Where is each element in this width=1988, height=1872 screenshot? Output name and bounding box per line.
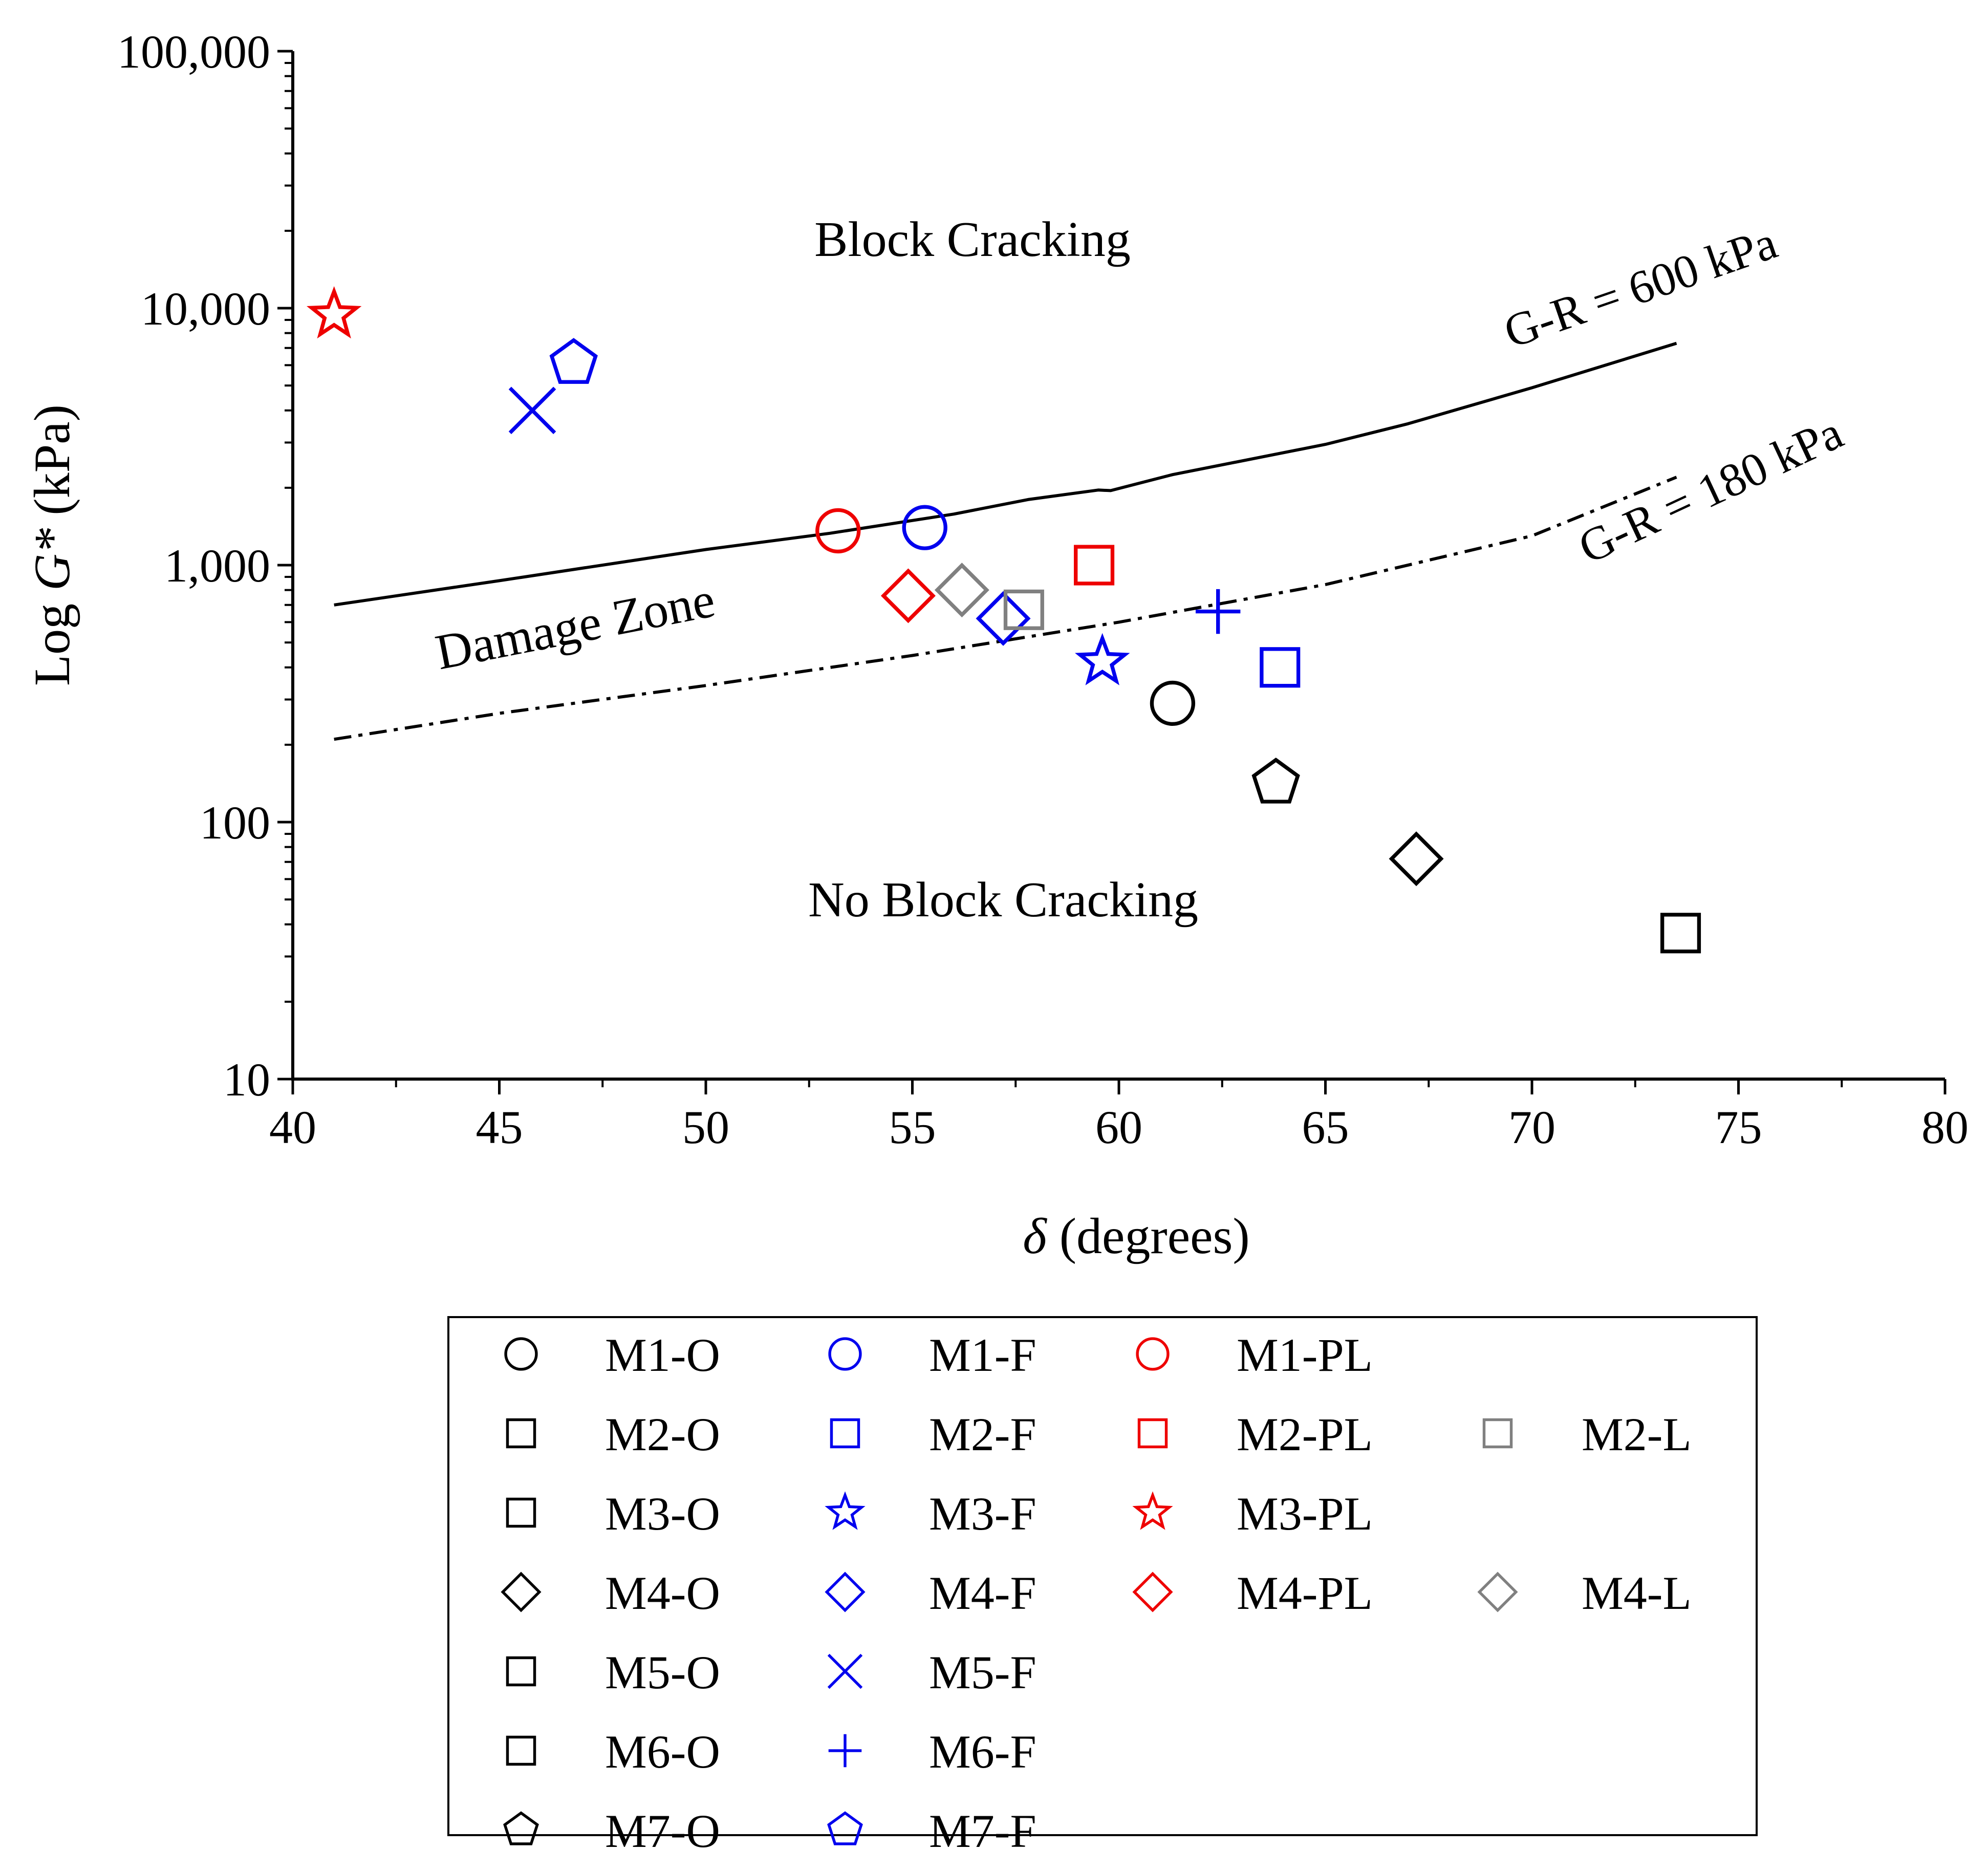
point-m4-l: [934, 563, 989, 618]
legend-marker-m3-o: [506, 1497, 536, 1528]
point-m2-l: [1003, 589, 1044, 630]
legend-marker-m5-f: [827, 1653, 863, 1689]
x-tick-label: 55: [889, 1101, 936, 1153]
legend: M1-O M2-O M3-O M4-O M5-O M6-O M7-O M1-F M2-F M3-F…: [447, 1316, 1758, 1857]
legend-label-m4-pl: M4-PL: [1237, 1567, 1373, 1619]
y-axis-symbol: G*: [24, 528, 80, 591]
legend-marker-m4-f: [825, 1572, 866, 1612]
y-axis-suffix: (kPa): [24, 404, 80, 528]
y-tick-label: 1,000: [164, 540, 270, 592]
y-ticks: 10 100 1,000 10,000 100,000: [117, 26, 293, 1106]
point-m1-f: [902, 505, 947, 550]
legend-label-m5-f: M5-F: [929, 1646, 1036, 1698]
x-axis-symbol: δ: [1023, 1208, 1047, 1264]
legend-label-m5-o: M5-O: [605, 1646, 720, 1698]
legend-label-m7-o: M7-O: [605, 1805, 720, 1857]
point-m1-pl: [815, 508, 861, 554]
y-axis-title: Log G* (kPa): [24, 404, 80, 686]
point-m4-pl: [880, 568, 936, 623]
legend-label-m1-pl: M1-PL: [1237, 1329, 1373, 1381]
legend-marker-m7-f: [827, 1811, 863, 1845]
point-m2-o: [1660, 913, 1701, 954]
legend-label-m1-f: M1-F: [929, 1329, 1036, 1381]
y-axis-prefix: Log: [24, 591, 80, 686]
legend-marker-m2-f: [830, 1418, 860, 1449]
legend-label-m2-f: M2-F: [929, 1408, 1036, 1460]
y-tick-label: 10: [223, 1053, 270, 1106]
y-tick-label: 100,000: [117, 26, 270, 78]
legend-marker-m3-f: [825, 1491, 866, 1530]
region-label-block-cracking: Block Cracking: [814, 212, 1131, 267]
legend-label-m2-o: M2-O: [605, 1408, 720, 1460]
point-m5-f: [508, 386, 556, 435]
x-axis-title: δ (degrees): [1023, 1208, 1249, 1264]
legend-marker-m5-o: [506, 1656, 536, 1687]
legend-label-m2-pl: M2-PL: [1237, 1408, 1373, 1460]
x-tick-label: 45: [476, 1101, 523, 1153]
legend-marker-m4-o: [501, 1572, 542, 1612]
curve-gr-180: [334, 476, 1677, 741]
legend-marker-m4-pl: [1132, 1572, 1173, 1612]
legend-label-m3-pl: M3-PL: [1237, 1488, 1373, 1540]
legend-label-m6-f: M6-F: [929, 1726, 1036, 1778]
reference-curves: [334, 341, 1677, 741]
x-ticks: 40 45 50 55 60 65 70 75 80: [269, 1079, 1969, 1153]
legend-marker-m1-o: [504, 1337, 538, 1371]
x-tick-label: 60: [1095, 1101, 1142, 1153]
x-tick-label: 80: [1921, 1101, 1969, 1153]
y-tick-label: 10,000: [141, 283, 270, 335]
x-tick-label: 75: [1715, 1101, 1762, 1153]
y-tick-label: 100: [200, 797, 270, 849]
legend-marker-m1-pl: [1136, 1337, 1170, 1371]
legend-label-m4-l: M4-L: [1582, 1567, 1692, 1619]
legend-marker-m4-l: [1477, 1572, 1518, 1612]
point-m3-pl: [307, 286, 362, 339]
x-tick-label: 65: [1302, 1101, 1349, 1153]
x-tick-label: 40: [269, 1101, 316, 1153]
legend-marker-m1-f: [828, 1337, 862, 1371]
legend-label-m4-o: M4-O: [605, 1567, 720, 1619]
point-m1-o: [1150, 680, 1196, 726]
x-tick-label: 70: [1508, 1101, 1555, 1153]
legend-label-m3-o: M3-O: [605, 1488, 720, 1540]
legend-marker-m6-o: [506, 1735, 536, 1766]
point-m3-f: [1075, 633, 1130, 685]
legend-marker-m7-o: [503, 1811, 539, 1845]
legend-label-m7-f: M7-F: [929, 1805, 1036, 1857]
legend-label-m3-f: M3-F: [929, 1488, 1036, 1540]
point-m2-f: [1260, 647, 1301, 688]
legend-label-m4-f: M4-F: [929, 1567, 1036, 1619]
legend-marker-m2-o: [506, 1418, 536, 1449]
point-m4-f: [976, 591, 1031, 646]
legend-label-m1-o: M1-O: [605, 1329, 720, 1381]
legend-marker-m3-pl: [1132, 1491, 1173, 1530]
y-minor-ticks: [285, 61, 293, 1003]
x-axis-label-text: (degrees): [1047, 1208, 1250, 1264]
data-points: [307, 286, 1701, 954]
point-m7-f: [549, 338, 598, 384]
legend-box: [447, 1316, 1758, 1836]
point-m7-o: [1251, 757, 1300, 804]
legend-marker-m6-f: [828, 1734, 862, 1768]
x-tick-label: 50: [682, 1101, 729, 1153]
legend-marker-m2-l: [1482, 1418, 1513, 1449]
point-m2-pl: [1074, 545, 1115, 586]
legend-marker-m2-pl: [1137, 1418, 1168, 1449]
legend-label-m2-l: M2-L: [1582, 1408, 1692, 1460]
point-m6-f: [1195, 589, 1241, 634]
point-m4-o: [1389, 831, 1444, 887]
curve-gr-600: [334, 341, 1677, 607]
region-label-no-block-cracking: No Block Cracking: [808, 872, 1198, 928]
legend-label-m6-o: M6-O: [605, 1726, 720, 1778]
